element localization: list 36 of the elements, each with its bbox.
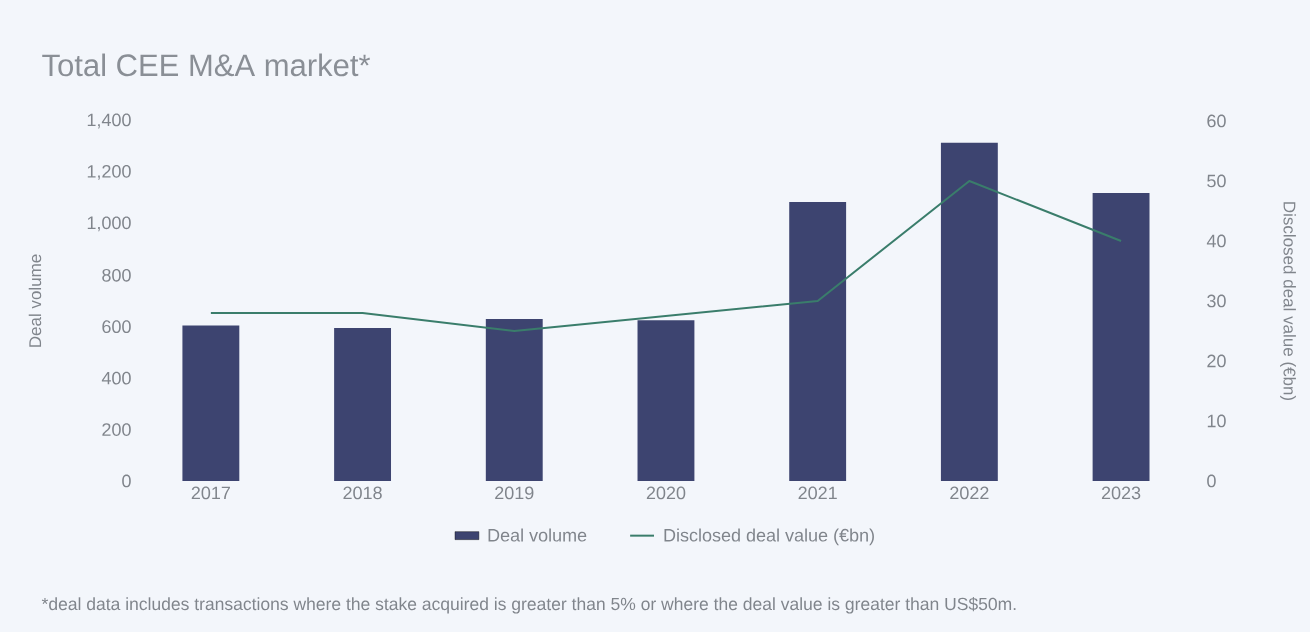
x-tick-label: 2022 — [950, 486, 989, 500]
y-tick-label: 1,400 — [87, 113, 131, 129]
x-tick-label: 2023 — [1101, 486, 1141, 500]
y2-tick-label: 0 — [1207, 474, 1216, 488]
y2-axis-title: Disclosed deal value (€bn) — [1280, 202, 1296, 401]
x-tick-label: 2021 — [798, 486, 837, 500]
y-tick-label: 1,000 — [87, 216, 131, 232]
y-tick-label: 600 — [102, 320, 131, 334]
bar — [182, 325, 240, 481]
legend-label: Deal volume — [488, 528, 587, 542]
text: *deal data includes transactions where the stake acquired is greater than 5% or where the deal value is greater than US$50m. — [41, 597, 1016, 614]
bar — [940, 142, 998, 481]
y-tick-label: 0 — [122, 474, 131, 488]
legend-label: Disclosed deal value (€bn) — [664, 528, 874, 546]
y-axis-title: Deal volume — [28, 254, 42, 347]
y2-tick-label: 40 — [1206, 234, 1226, 248]
x-tick-label: 2018 — [343, 486, 382, 500]
y-tick-label: 400 — [101, 371, 131, 385]
y2-tick-label: 20 — [1207, 354, 1226, 368]
bar — [485, 318, 543, 481]
y2-tick-label: 60 — [1207, 114, 1226, 128]
line-series — [209, 180, 1123, 332]
y2-tick-label: 10 — [1207, 414, 1226, 428]
bar — [1092, 192, 1150, 481]
x-tick-label: 2017 — [191, 486, 230, 500]
bar — [637, 320, 695, 481]
y-tick-label: 1,200 — [87, 164, 131, 180]
bar — [789, 201, 847, 481]
x-tick-label: 2020 — [646, 486, 686, 500]
y-tick-label: 200 — [102, 423, 131, 436]
y-tick-label: 800 — [102, 268, 131, 282]
bar — [334, 327, 392, 481]
x-tick-label: 2019 — [495, 486, 534, 500]
y2-tick-label: 50 — [1207, 174, 1226, 188]
y2-tick-label: 30 — [1207, 294, 1226, 308]
chart-title: Total CEE M&A market* — [42, 53, 371, 77]
